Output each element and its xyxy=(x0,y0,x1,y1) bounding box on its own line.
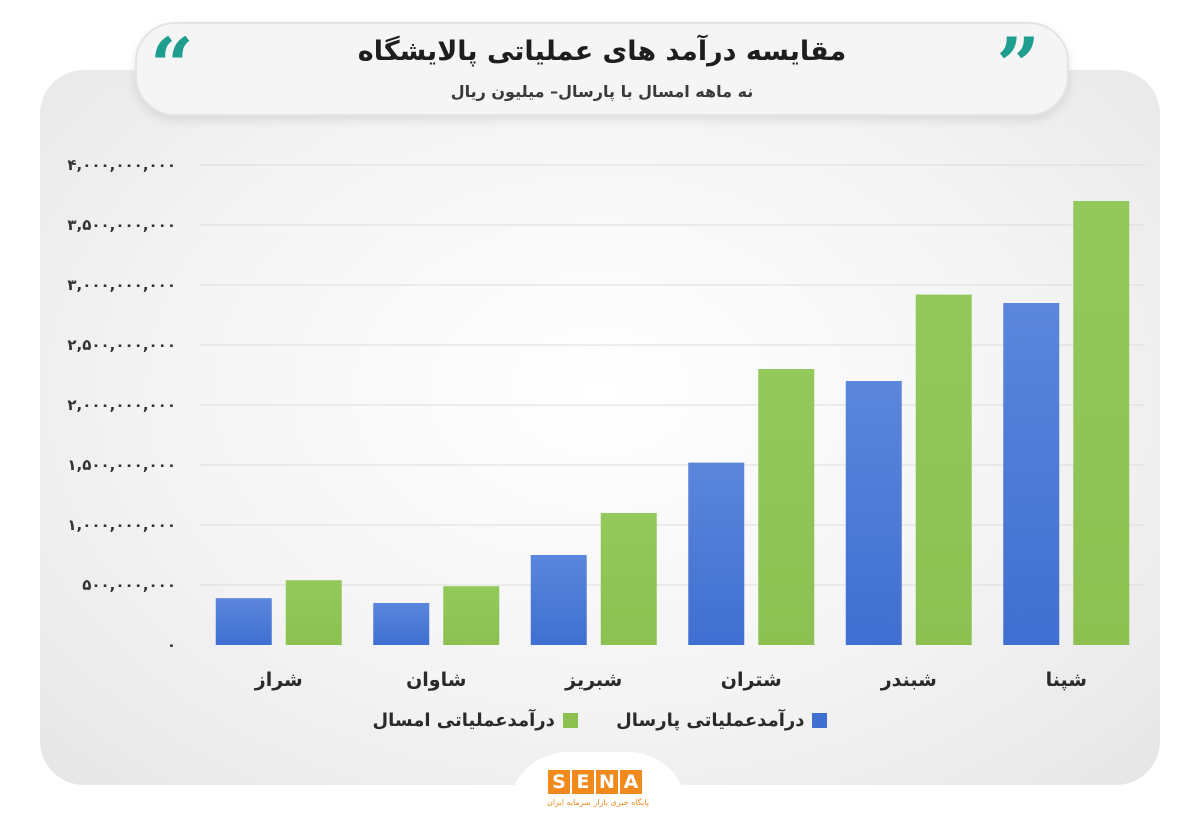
chart-title: مقایسه درآمد های عملیاتی پالایشگاه xyxy=(357,36,847,67)
y-axis-ticks: ۰ ۵۰۰,۰۰۰,۰۰۰ ۱,۰۰۰,۰۰۰,۰۰۰ ۱,۵۰۰,۰۰۰,۰۰۰ ۲,… xyxy=(67,156,176,654)
bar-last-year xyxy=(688,462,745,645)
y-tick-label: ۱,۰۰۰,۰۰۰,۰۰۰ xyxy=(67,516,176,534)
legend-item-last-year: درآمدعملیاتی پارسال xyxy=(616,710,828,731)
y-tick-label: ۳,۵۰۰,۰۰۰,۰۰۰ xyxy=(67,216,176,234)
bar-this-year xyxy=(1073,201,1130,645)
bar-this-year xyxy=(443,586,500,645)
bar-this-year xyxy=(285,580,342,645)
logo-letter: E xyxy=(572,770,594,794)
bar-this-year xyxy=(915,294,972,645)
gridlines xyxy=(200,164,1145,586)
legend: درآمدعملیاتی پارسال درآمدعملیاتی امسال xyxy=(0,710,1200,733)
legend-item-this-year: درآمدعملیاتی امسال xyxy=(373,710,578,731)
bar-this-year xyxy=(600,513,657,645)
x-tick-label: شراز xyxy=(254,669,303,691)
y-tick-label: ۱,۵۰۰,۰۰۰,۰۰۰ xyxy=(67,456,176,474)
bar-last-year xyxy=(845,381,902,645)
bar-last-year xyxy=(530,555,587,645)
legend-label-this-year: درآمدعملیاتی امسال xyxy=(372,710,555,731)
x-tick-label: شتران xyxy=(721,669,782,691)
x-tick-label: شبریز xyxy=(564,669,622,691)
bars xyxy=(215,201,1130,645)
legend-label-last-year: درآمدعملیاتی پارسال xyxy=(616,710,805,731)
bar-last-year xyxy=(373,603,430,645)
bar-last-year xyxy=(1003,303,1060,645)
logo-letter: A xyxy=(620,770,642,794)
legend-swatch-last-year xyxy=(812,713,828,728)
y-tick-label: ۰ xyxy=(167,636,176,654)
y-tick-label: ۴,۰۰۰,۰۰۰,۰۰۰ xyxy=(67,156,176,174)
logo-tagline: پایگاه خبری بازار سرمایه ایران xyxy=(546,798,650,807)
logo-area: S E N A پایگاه خبری بازار سرمایه ایران xyxy=(508,752,688,832)
logo-letter: N xyxy=(596,770,618,794)
quote-open-icon: “ xyxy=(150,21,194,110)
y-tick-label: ۲,۰۰۰,۰۰۰,۰۰۰ xyxy=(67,396,176,414)
sena-logo: S E N A xyxy=(548,770,642,794)
x-axis-ticks: شپنا شبندر شتران شبریز شاوان شراز xyxy=(254,669,1087,691)
chart-panel xyxy=(40,70,1160,785)
x-tick-label: شپنا xyxy=(1046,669,1087,691)
y-tick-label: ۵۰۰,۰۰۰,۰۰۰ xyxy=(82,576,176,594)
chart-subtitle: نه ماهه امسال با پارسال– میلیون ریال xyxy=(450,82,754,101)
bar-last-year xyxy=(215,598,272,645)
x-tick-label: شاوان xyxy=(406,669,466,691)
title-box: مقایسه درآمد های عملیاتی پالایشگاه نه ما… xyxy=(135,22,1069,116)
y-tick-label: ۳,۰۰۰,۰۰۰,۰۰۰ xyxy=(67,276,176,294)
bar-this-year xyxy=(758,369,815,645)
quote-close-icon: ” xyxy=(996,21,1040,110)
legend-swatch-this-year xyxy=(562,713,578,728)
logo-letter: S xyxy=(548,770,570,794)
y-tick-label: ۲,۵۰۰,۰۰۰,۰۰۰ xyxy=(67,336,176,354)
x-tick-label: شبندر xyxy=(880,669,937,691)
